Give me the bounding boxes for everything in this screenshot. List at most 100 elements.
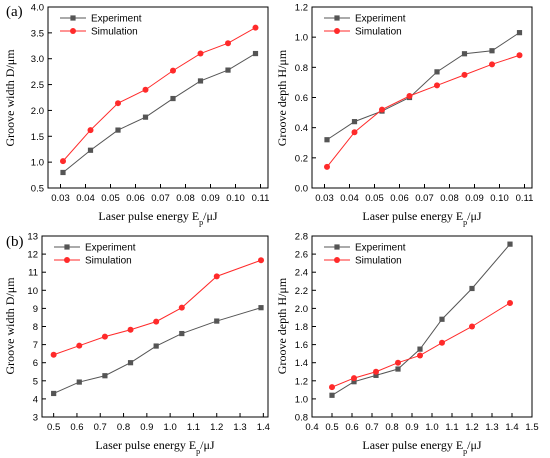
y-tick-label: 0.0 bbox=[295, 184, 308, 195]
x-tick-label: 0.11 bbox=[252, 193, 270, 204]
y-tick-label: 1.5 bbox=[31, 132, 44, 143]
legend-marker bbox=[334, 244, 340, 250]
y-tick-label: 1.0 bbox=[295, 394, 308, 405]
y-tick-label: 2.0 bbox=[295, 304, 308, 315]
data-point-simulation bbox=[379, 106, 385, 113]
data-point-simulation bbox=[406, 92, 413, 99]
x-tick-label: 0.03 bbox=[51, 193, 70, 204]
x-tick-label: 1.3 bbox=[485, 422, 498, 433]
data-point-simulation bbox=[252, 24, 259, 31]
data-point-simulation bbox=[153, 318, 160, 325]
data-point-experiment bbox=[225, 67, 231, 73]
x-tick-label: 0.9 bbox=[140, 422, 153, 433]
y-axis-label: Groove depth H/μm bbox=[275, 277, 289, 374]
x-tick-label: 0.08 bbox=[176, 193, 195, 204]
x-axis-label: Laser pulse energy Ep/μJ bbox=[362, 438, 482, 456]
data-point-simulation bbox=[115, 100, 121, 107]
y-tick-label: 0.8 bbox=[295, 413, 308, 424]
y-tick-label: 2.4 bbox=[295, 268, 308, 279]
legend-label: Experiment bbox=[85, 243, 136, 254]
x-tick-label: 1.2 bbox=[210, 422, 223, 433]
data-point-experiment bbox=[87, 147, 94, 153]
y-tick-label: 6 bbox=[33, 358, 38, 369]
data-point-simulation bbox=[87, 127, 94, 134]
data-point-experiment bbox=[461, 51, 468, 57]
x-tick-label: 0.07 bbox=[151, 193, 170, 204]
chart-1: 0.03 0.04 0.05 0.06 0.07 0.08 0.09 0.10 0.11 0.5 1… bbox=[3, 3, 269, 227]
series-line-simulation bbox=[326, 54, 520, 168]
data-point-simulation bbox=[469, 323, 475, 330]
y-tick-label: 1.4 bbox=[295, 358, 308, 369]
y-tick-label: 13 bbox=[27, 232, 38, 243]
x-tick-label: 1.5 bbox=[525, 422, 538, 433]
data-point-simulation bbox=[213, 273, 220, 280]
y-tick-label: 0.8 bbox=[295, 63, 308, 74]
y-tick-label: 5 bbox=[33, 376, 38, 387]
y-tick-label: 4.0 bbox=[31, 3, 44, 14]
legend-marker bbox=[70, 28, 76, 34]
x-tick-label: 1.0 bbox=[164, 422, 177, 433]
x-tick-label: 0.10 bbox=[226, 193, 245, 204]
x-axis-label: Laser pulse energy Ep/μJ bbox=[95, 438, 215, 456]
data-point-experiment bbox=[324, 137, 330, 143]
x-tick-label: 0.9 bbox=[405, 422, 418, 433]
data-point-experiment bbox=[434, 69, 440, 75]
data-point-experiment bbox=[142, 114, 149, 120]
data-point-simulation bbox=[324, 163, 330, 170]
data-point-simulation bbox=[76, 342, 83, 349]
plot-frame bbox=[41, 235, 269, 418]
data-point-simulation bbox=[489, 61, 495, 68]
x-tick-label: 1.1 bbox=[187, 422, 200, 433]
y-tick-label: 2.6 bbox=[295, 250, 308, 261]
data-point-experiment bbox=[197, 78, 204, 84]
y-tick-label: 3.0 bbox=[31, 54, 44, 65]
y-tick-label: 3 bbox=[33, 413, 38, 424]
legend-marker bbox=[64, 244, 70, 250]
series-line-simulation bbox=[331, 302, 511, 388]
data-point-simulation bbox=[101, 333, 108, 340]
panel-b-label: (b) bbox=[6, 234, 24, 250]
x-tick-label: 0.5 bbox=[325, 422, 338, 433]
y-tick-label: 1.6 bbox=[295, 340, 308, 351]
chart-2: 0.03 0.04 0.05 0.06 0.07 0.08 0.09 0.10 0.11 0.0 0… bbox=[275, 3, 533, 227]
data-point-simulation bbox=[373, 368, 379, 375]
y-tick-label: 1.8 bbox=[295, 322, 308, 333]
data-point-simulation bbox=[258, 257, 265, 264]
data-point-simulation bbox=[434, 82, 440, 89]
data-point-experiment bbox=[153, 343, 159, 349]
x-tick-label: 0.05 bbox=[101, 193, 120, 204]
data-point-experiment bbox=[60, 169, 66, 176]
data-point-experiment bbox=[170, 95, 176, 102]
legend-label: Experiment bbox=[355, 243, 406, 254]
x-tick-label: 0.06 bbox=[390, 193, 409, 204]
data-point-simulation bbox=[351, 375, 357, 382]
data-point-experiment bbox=[516, 30, 523, 36]
data-point-experiment bbox=[489, 48, 495, 54]
series-line-experiment bbox=[326, 32, 520, 141]
y-tick-label: 7 bbox=[33, 340, 38, 351]
panel-a-label: (a) bbox=[6, 4, 23, 20]
y-tick-label: 1.0 bbox=[31, 158, 44, 169]
plot-frame bbox=[47, 6, 269, 189]
data-point-experiment bbox=[373, 372, 379, 378]
y-tick-label: 10 bbox=[27, 286, 38, 297]
y-tick-label: 0.2 bbox=[295, 153, 308, 164]
y-axis-label: Groove width D/μm bbox=[3, 49, 17, 147]
y-axis-label: Groove depth H/μm bbox=[275, 49, 289, 146]
data-point-experiment bbox=[469, 285, 475, 292]
data-point-experiment bbox=[115, 127, 121, 133]
data-point-simulation bbox=[329, 384, 335, 391]
y-tick-label: 0.6 bbox=[295, 93, 308, 104]
y-tick-label: 4 bbox=[33, 394, 38, 405]
chart-3: 0.5 0.6 0.7 0.8 0.9 1.0 1.1 1.2 1.3 1.4 3 4 5 6 7 8 9 10 1… bbox=[3, 232, 270, 456]
series-line-experiment bbox=[53, 307, 262, 394]
plot-frame bbox=[311, 6, 533, 189]
x-tick-label: 0.03 bbox=[315, 193, 334, 204]
data-point-experiment bbox=[258, 305, 264, 311]
data-point-simulation bbox=[225, 40, 231, 47]
x-tick-label: 0.8 bbox=[385, 422, 398, 433]
data-point-experiment bbox=[252, 50, 259, 57]
x-tick-label: 0.6 bbox=[345, 422, 358, 433]
data-point-experiment bbox=[329, 392, 335, 398]
y-tick-label: 2.5 bbox=[31, 80, 44, 91]
